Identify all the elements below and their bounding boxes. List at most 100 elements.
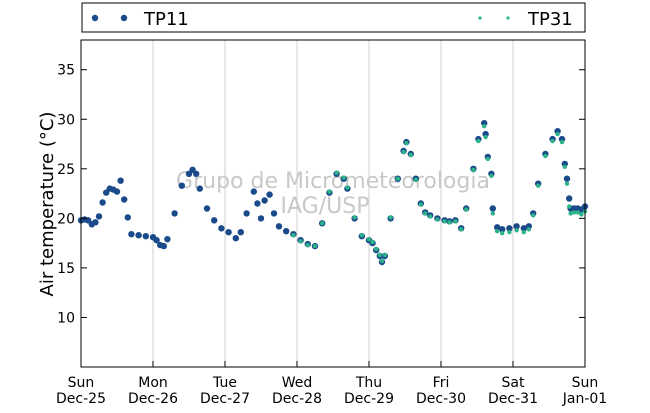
point-TP31-10 [359, 233, 364, 238]
point-TP11-95 [563, 175, 571, 182]
point-TP31-28 [447, 220, 452, 225]
point-TP11-96 [566, 195, 573, 202]
point-TP31-16 [382, 252, 387, 258]
point-TP31-8 [345, 185, 350, 190]
point-TP31-49 [555, 131, 560, 137]
legend-marker-TP31-a [478, 16, 482, 20]
point-TP31-3 [312, 243, 318, 249]
point-TP31-20 [404, 140, 409, 146]
y-axis-label: Air temperature (°C) [37, 112, 58, 297]
data-layer [77, 120, 589, 266]
point-TP31-43 [521, 230, 526, 235]
point-TP11-14 [128, 231, 135, 238]
point-TP31-19 [401, 149, 406, 155]
point-TP31-33 [476, 138, 481, 144]
point-TP11-5 [95, 213, 103, 220]
point-TP31-22 [413, 177, 418, 182]
point-TP31-11 [366, 237, 372, 242]
point-TP31-51 [562, 164, 567, 169]
x-tick-label-day-1: Mon [138, 375, 168, 391]
y-tick-label-3: 25 [57, 162, 75, 178]
legend: TP11 TP31 [81, 2, 586, 33]
point-TP31-50 [559, 139, 565, 145]
point-TP31-57 [579, 212, 584, 217]
plot-frame [80, 39, 586, 368]
point-TP31-54 [568, 211, 573, 216]
point-TP11-82 [494, 224, 501, 231]
x-tick-label-date-1: Dec-26 [128, 391, 178, 407]
point-TP31-45 [531, 213, 536, 218]
point-TP31-56 [575, 210, 580, 215]
point-TP11-16 [142, 233, 149, 240]
point-TP31-23 [418, 202, 423, 207]
point-TP11-22 [171, 210, 178, 217]
point-TP31-55 [572, 210, 577, 215]
point-TP31-6 [334, 170, 339, 175]
x-tick-label-date-4: Dec-29 [344, 391, 394, 407]
point-TP31-27 [442, 219, 447, 224]
y-tick-label-5: 35 [57, 63, 75, 79]
point-TP31-52 [564, 181, 570, 186]
y-tick-label-2: 20 [57, 211, 75, 227]
x-tick-label-date-7: Jan-01 [562, 391, 607, 407]
point-TP31-44 [526, 227, 531, 232]
x-tick-label-day-3: Wed [282, 375, 313, 391]
point-TP31-34 [482, 124, 487, 129]
point-TP11-33 [237, 229, 244, 236]
point-TP31-37 [489, 173, 494, 178]
point-TP31-7 [341, 175, 346, 180]
point-TP11-28 [203, 205, 211, 212]
point-TP31-31 [464, 207, 469, 212]
x-tick-label-day-0: Sun [68, 375, 95, 391]
point-TP11-39 [266, 191, 273, 198]
point-TP31-32 [471, 167, 476, 172]
watermark-line-1: Grupo de Micrometeorologia [176, 169, 490, 194]
point-TP31-2 [305, 242, 310, 248]
x-tick-label-day-4: Thu [355, 375, 382, 391]
point-TP31-46 [536, 183, 541, 188]
point-TP11-15 [135, 232, 142, 239]
point-TP11-37 [257, 215, 265, 222]
point-TP11-85 [513, 223, 520, 230]
point-TP31-36 [485, 156, 490, 162]
point-TP31-40 [500, 231, 505, 236]
point-TP31-17 [388, 215, 393, 220]
point-TP11-13 [124, 214, 131, 221]
legend-marker-TP11-a [91, 14, 99, 22]
x-tick-label-date-2: Dec-27 [200, 391, 250, 407]
point-TP31-47 [543, 153, 548, 159]
point-TP11-27 [196, 185, 203, 192]
point-TP11-35 [250, 188, 257, 195]
point-TP11-26 [193, 170, 200, 177]
point-TP31-26 [435, 217, 440, 222]
point-TP31-4 [320, 221, 325, 226]
grid-layer [152, 40, 514, 367]
point-TP31-48 [550, 138, 555, 144]
legend-box [81, 2, 586, 33]
x-tick-label-day-5: Fri [433, 375, 450, 391]
point-TP31-18 [395, 176, 400, 181]
point-TP31-5 [327, 189, 332, 194]
point-TP31-35 [483, 134, 488, 140]
y-tick-label-4: 30 [57, 112, 75, 128]
point-TP11-38 [261, 197, 268, 204]
point-TP11-18 [153, 237, 160, 244]
point-TP31-53 [567, 204, 572, 209]
point-TP31-24 [423, 211, 428, 216]
point-TP11-31 [225, 229, 232, 236]
point-TP31-30 [459, 227, 464, 232]
point-TP11-29 [211, 217, 218, 224]
point-TP11-36 [254, 200, 261, 207]
legend-marker-TP31-b [506, 16, 510, 20]
watermark: Grupo de Micrometeorologia IAG/USP [176, 169, 490, 219]
point-TP31-0 [291, 233, 296, 238]
point-TP31-12 [370, 239, 375, 245]
legend-label-TP11: TP11 [143, 9, 189, 30]
point-TP31-25 [428, 214, 433, 219]
point-TP11-10 [113, 188, 121, 195]
point-TP11-81 [489, 205, 496, 212]
point-TP31-29 [453, 219, 458, 224]
y-tick-label-0: 10 [57, 310, 75, 326]
